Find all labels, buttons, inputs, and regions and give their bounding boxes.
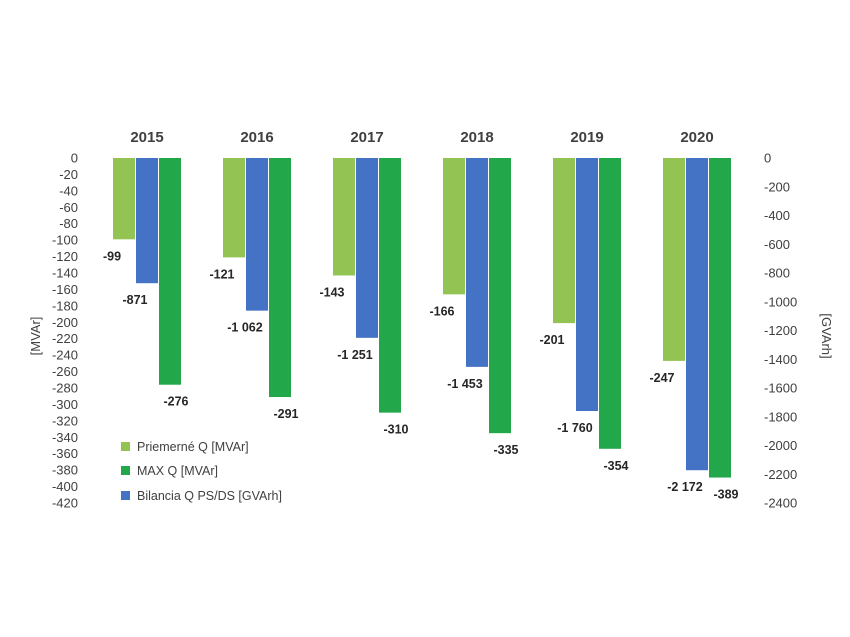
right-tick-label: 0: [764, 151, 771, 166]
right-tick-label: -1800: [764, 409, 797, 424]
right-tick-label: -1200: [764, 323, 797, 338]
bar: [709, 158, 731, 478]
data-label: -291: [273, 407, 298, 421]
right-axis-ticks: 0 -200 -400 -600 -800 -1000 -1200 -1400 -1600 -18…: [764, 151, 797, 511]
legend-swatch: [121, 466, 130, 475]
right-tick-label: -1000: [764, 294, 797, 309]
left-tick-label: -160: [52, 282, 78, 297]
data-label: -1 062: [227, 321, 262, 335]
data-label: -1 251: [337, 348, 372, 362]
right-tick-label: -400: [764, 208, 790, 223]
left-tick-label: -120: [52, 249, 78, 264]
bar: [269, 158, 291, 398]
data-label: -354: [603, 459, 628, 473]
bar: [576, 158, 598, 411]
bar: [223, 158, 245, 258]
left-tick-label: -140: [52, 266, 78, 281]
category-label: 2017: [350, 129, 383, 146]
bars: [113, 158, 731, 478]
bar: [686, 158, 708, 471]
data-labels: -99 -871 -276 -121 -1 062 -291 -143 -1 251 -310 -…: [103, 249, 739, 501]
data-label: -389: [713, 488, 738, 502]
left-tick-label: -240: [52, 348, 78, 363]
left-tick-label: -20: [59, 167, 78, 182]
category-labels: 2015 2016 2017 2018 2019 2020: [130, 129, 713, 146]
data-label: -166: [429, 304, 454, 318]
bar: [663, 158, 685, 361]
category-label: 2019: [570, 129, 603, 146]
left-tick-label: -200: [52, 315, 78, 330]
data-label: -871: [122, 293, 147, 307]
right-tick-label: -2200: [764, 467, 797, 482]
data-label: -2 172: [667, 480, 702, 494]
left-tick-label: -40: [59, 183, 78, 198]
data-label: -247: [649, 371, 674, 385]
left-axis-title: [MVAr]: [28, 317, 43, 356]
bar: [356, 158, 378, 338]
legend-swatch: [121, 442, 130, 451]
left-axis-ticks: 0-20-40 -60-80 -100-120 -140-160-180 -200-22…: [52, 151, 78, 511]
left-tick-label: -260: [52, 364, 78, 379]
left-tick-label: -80: [59, 216, 78, 231]
right-tick-label: -800: [764, 266, 790, 281]
legend-label: MAX Q [MVAr]: [137, 464, 218, 478]
legend: Priemerné Q [MVAr] MAX Q [MVAr] Bilancia Q…: [121, 440, 282, 503]
left-tick-label: -420: [52, 496, 78, 511]
legend-label: Bilancia Q PS/DS [GVArh]: [137, 489, 282, 503]
right-tick-label: -2400: [764, 496, 797, 511]
left-tick-label: -380: [52, 463, 78, 478]
left-tick-label: -300: [52, 397, 78, 412]
bar: [333, 158, 355, 276]
right-tick-label: -2000: [764, 438, 797, 453]
left-tick-label: -400: [52, 479, 78, 494]
bar: [113, 158, 135, 240]
left-tick-label: -280: [52, 381, 78, 396]
data-label: -276: [163, 395, 188, 409]
category-label: 2015: [130, 129, 163, 146]
legend-swatch: [121, 491, 130, 500]
bar: [246, 158, 268, 311]
bar: [136, 158, 158, 284]
bar: [379, 158, 401, 413]
category-label: 2018: [460, 129, 493, 146]
right-tick-label: -200: [764, 179, 790, 194]
data-label: -201: [539, 333, 564, 347]
bar: [159, 158, 181, 385]
data-label: -335: [493, 443, 518, 457]
left-tick-label: 0: [71, 151, 78, 166]
data-label: -143: [319, 285, 344, 299]
data-label: -99: [103, 249, 121, 263]
data-label: -1 760: [557, 421, 592, 435]
bar: [466, 158, 488, 367]
category-label: 2016: [240, 129, 273, 146]
left-tick-label: -100: [52, 233, 78, 248]
bar: [599, 158, 621, 449]
left-tick-label: -320: [52, 413, 78, 428]
category-label: 2020: [680, 129, 713, 146]
right-tick-label: -600: [764, 237, 790, 252]
data-label: -121: [209, 267, 234, 281]
left-tick-label: -180: [52, 298, 78, 313]
left-tick-label: -60: [59, 200, 78, 215]
bar: [443, 158, 465, 295]
data-label: -310: [383, 423, 408, 437]
legend-label: Priemerné Q [MVAr]: [137, 440, 249, 454]
data-label: -1 453: [447, 377, 482, 391]
left-tick-label: -360: [52, 446, 78, 461]
left-tick-label: -220: [52, 331, 78, 346]
bar: [489, 158, 511, 434]
right-tick-label: -1400: [764, 352, 797, 367]
left-tick-label: -340: [52, 430, 78, 445]
right-axis-title: [GVArh]: [819, 313, 834, 358]
bar: [553, 158, 575, 324]
right-tick-label: -1600: [764, 381, 797, 396]
